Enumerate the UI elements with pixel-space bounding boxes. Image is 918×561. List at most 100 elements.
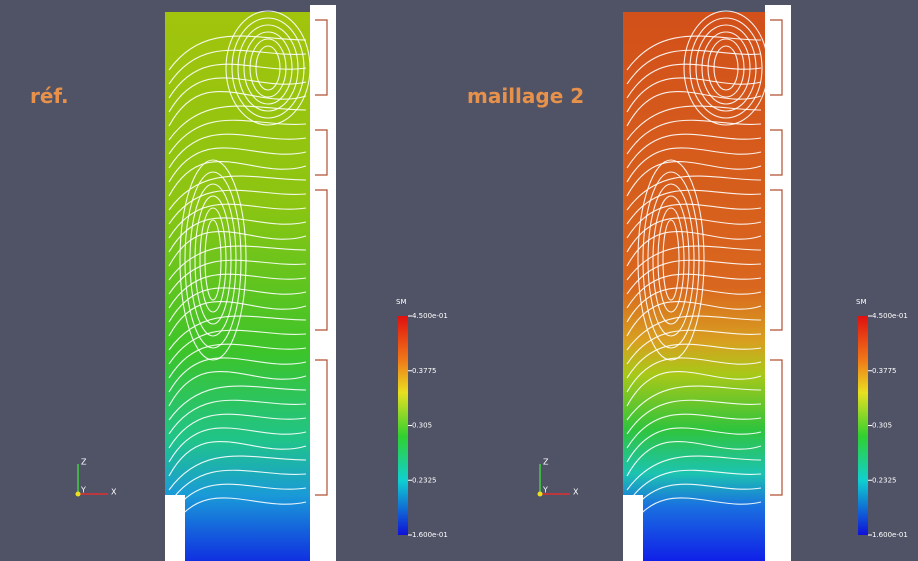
streamline [168, 133, 307, 169]
streamline [168, 329, 307, 365]
streamline [168, 440, 307, 477]
colorbar-label: 1.600e-01 [412, 531, 448, 539]
case-label: réf. [30, 84, 69, 108]
streamline [626, 469, 762, 505]
wall-outline [315, 129, 328, 176]
streamline [626, 329, 762, 365]
streamline [168, 189, 307, 225]
streamline [626, 90, 762, 127]
axis-y [537, 491, 543, 497]
streamline [626, 315, 762, 351]
streamline [168, 469, 307, 505]
wall-outline [315, 359, 328, 496]
streamline [168, 160, 307, 197]
vortex-line [657, 207, 685, 313]
streamline [168, 49, 307, 85]
streamline [626, 245, 762, 281]
streamline [626, 273, 762, 309]
streamline [626, 357, 762, 393]
streamline [168, 455, 307, 491]
streamline [168, 147, 307, 183]
streamline [626, 147, 762, 183]
vortex-line [701, 31, 751, 105]
vortex-line [637, 159, 705, 361]
vortex-line [713, 45, 739, 91]
streamline [626, 133, 762, 169]
vortex-line [194, 195, 232, 325]
colorbar [398, 316, 408, 535]
panel: réf. SM 4.500e-01 0.3775 0.305 0.2325 1.600e-0… [30, 5, 448, 561]
vortex-line [184, 171, 242, 349]
vortex-line [179, 159, 247, 361]
colorbar-label: 0.3775 [872, 367, 897, 375]
streamline [626, 385, 762, 421]
streamline [626, 77, 762, 113]
streamline [626, 49, 762, 85]
vortex-line [199, 207, 227, 313]
streamline [626, 230, 762, 267]
streamline [626, 189, 762, 225]
vortex-line [642, 171, 700, 349]
streamline [168, 370, 307, 407]
axis-y [75, 491, 81, 497]
streamline [168, 399, 307, 435]
inlet [623, 495, 643, 561]
colorbar-label: 0.305 [412, 422, 432, 430]
streamline [168, 287, 307, 323]
axis-z-label: Z [543, 458, 549, 467]
panel: maillage 2 SM 4.500e-01 0.3775 0.305 0.2325 1.… [467, 5, 908, 561]
streamline [168, 343, 307, 379]
streamline [626, 455, 762, 491]
streamline [626, 370, 762, 407]
streamline [626, 287, 762, 323]
wall-outline [770, 189, 783, 331]
colorbar-label: 0.305 [872, 422, 892, 430]
streamline [168, 273, 307, 309]
case-label: maillage 2 [467, 84, 584, 108]
vortex-line [231, 17, 305, 119]
streamline [626, 105, 762, 141]
wall [310, 5, 336, 561]
vortex-line [647, 183, 695, 337]
streamline [168, 245, 307, 281]
vortex-line [652, 195, 690, 325]
wall-outline [770, 359, 783, 496]
streamline [168, 427, 307, 463]
streamline [168, 90, 307, 127]
axis-x-label: X [111, 488, 117, 497]
vortex-line [662, 219, 680, 301]
streamline [168, 357, 307, 393]
colorbar-title: SM [856, 298, 866, 306]
inlet [165, 495, 185, 561]
colorbar-label: 4.500e-01 [872, 312, 908, 320]
streamline [626, 427, 762, 463]
vortex-line [243, 31, 293, 105]
colorbar-label: 4.500e-01 [412, 312, 448, 320]
vortex-line [255, 45, 281, 91]
streamline [168, 315, 307, 351]
vortex-line [695, 24, 757, 112]
streamline [168, 77, 307, 113]
vortex-line [689, 17, 763, 119]
wall-outline [315, 19, 328, 96]
streamline [626, 160, 762, 197]
streamline [626, 413, 762, 449]
streamline [168, 413, 307, 449]
streamline [626, 440, 762, 477]
streamline [626, 300, 762, 337]
axis-y-label: Y [80, 486, 86, 495]
streamline [626, 217, 762, 253]
streamline [168, 175, 307, 211]
colorbar-label: 0.2325 [872, 476, 897, 484]
wall-outline [315, 189, 328, 331]
streamline [168, 230, 307, 267]
axis-x-label: X [573, 488, 579, 497]
axis-y-label: Y [542, 486, 548, 495]
streamline [626, 399, 762, 435]
colorbar-label: 0.3775 [412, 367, 437, 375]
colorbar-title: SM [396, 298, 406, 306]
streamline [168, 119, 307, 155]
vortex-line [237, 24, 299, 112]
colorbar-label: 1.600e-01 [872, 531, 908, 539]
